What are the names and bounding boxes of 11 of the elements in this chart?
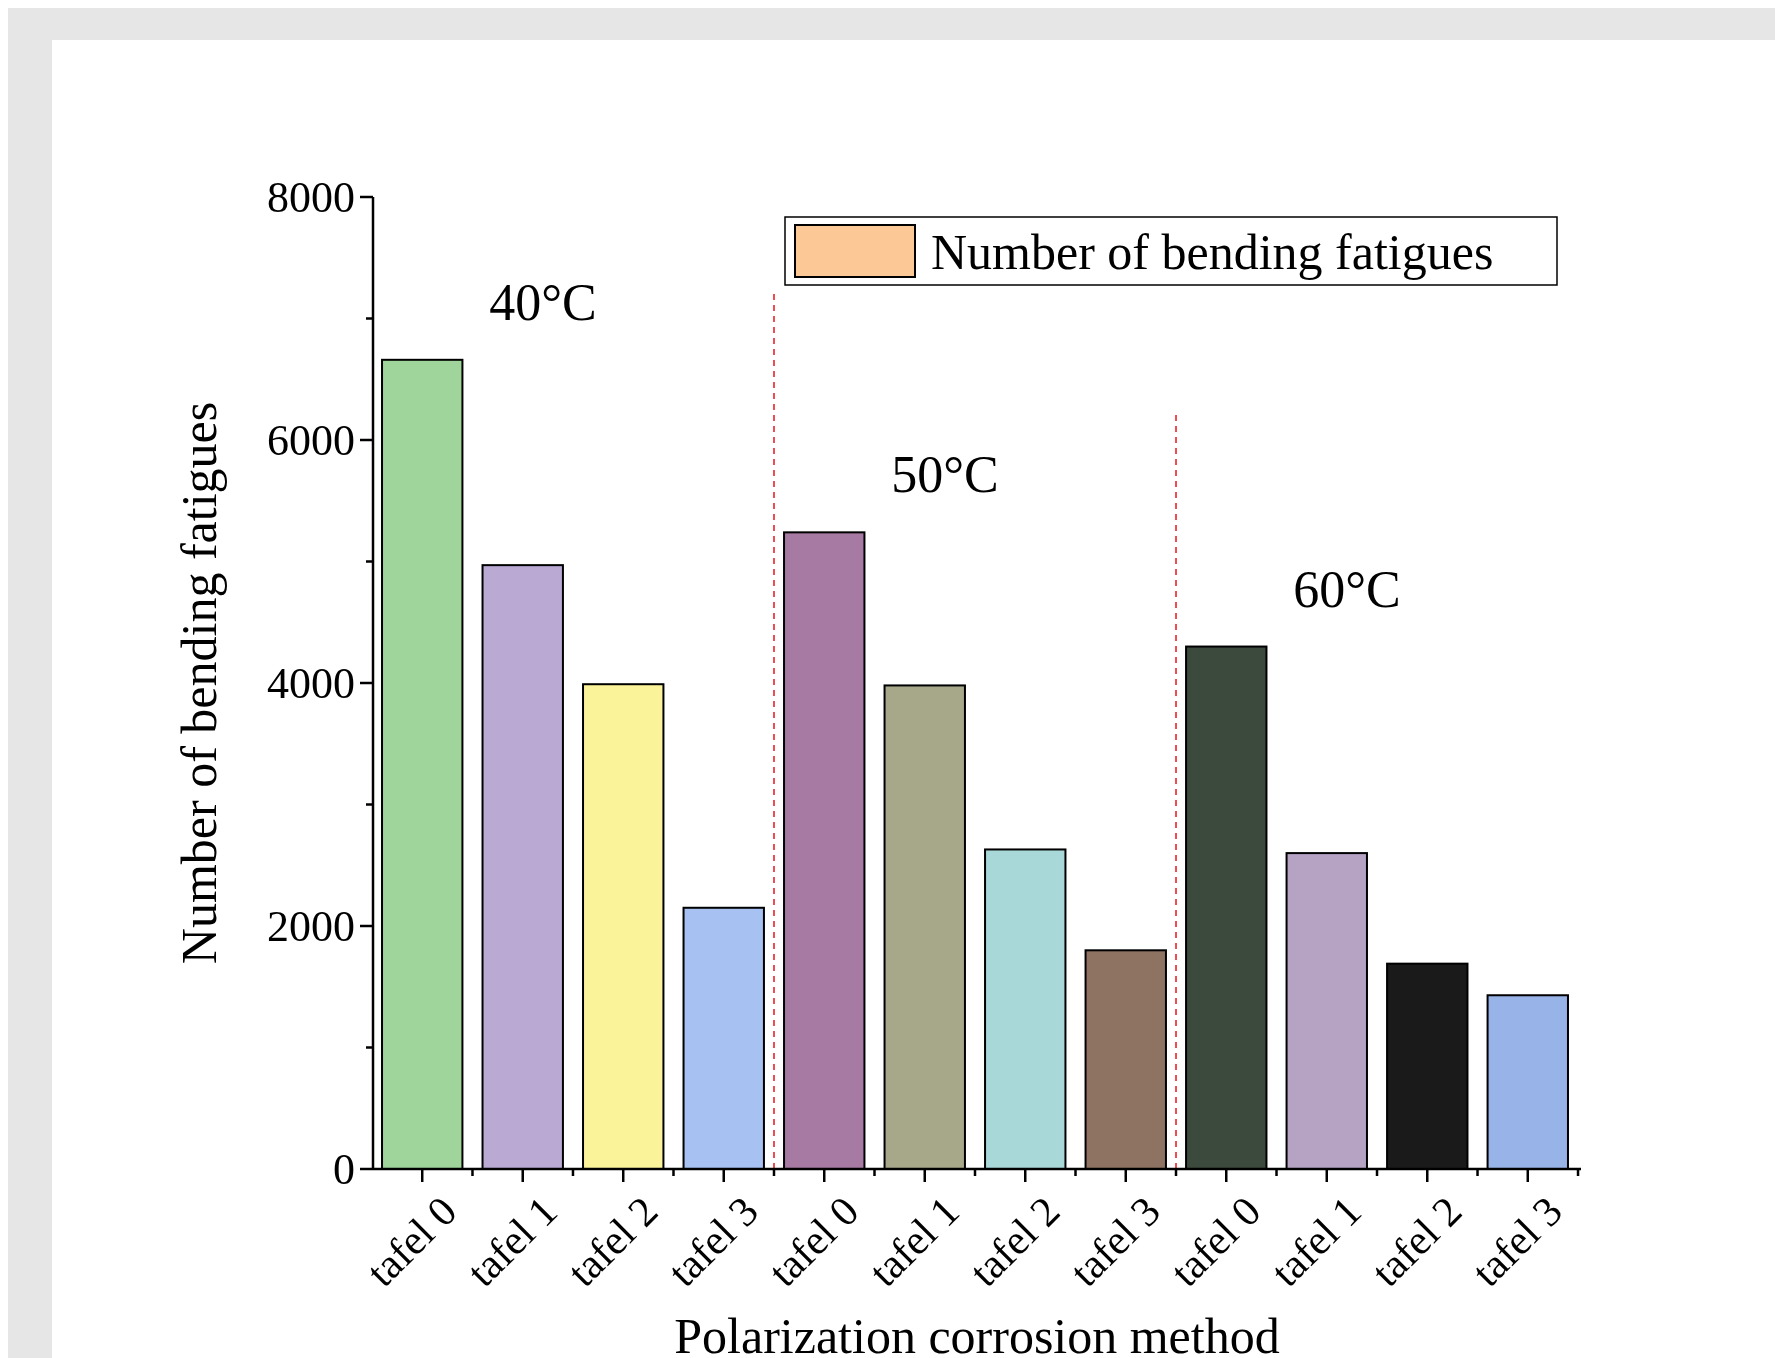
y-tick-label: 2000: [267, 902, 355, 952]
annotation: 50°C: [891, 446, 999, 504]
y-tick-label: 6000: [267, 416, 355, 466]
x-axis-title: Polarization corrosion method: [674, 1308, 1280, 1358]
annotation: 60°C: [1293, 560, 1401, 618]
y-axis-title: Number of bending fatigues: [171, 401, 227, 965]
annotation: 40°C: [489, 273, 597, 331]
y-tick-label: 4000: [267, 659, 355, 709]
y-tick-label: 0: [333, 1145, 355, 1195]
legend: Number of bending fatigues: [784, 216, 1558, 286]
y-tick-label: 8000: [267, 173, 355, 223]
